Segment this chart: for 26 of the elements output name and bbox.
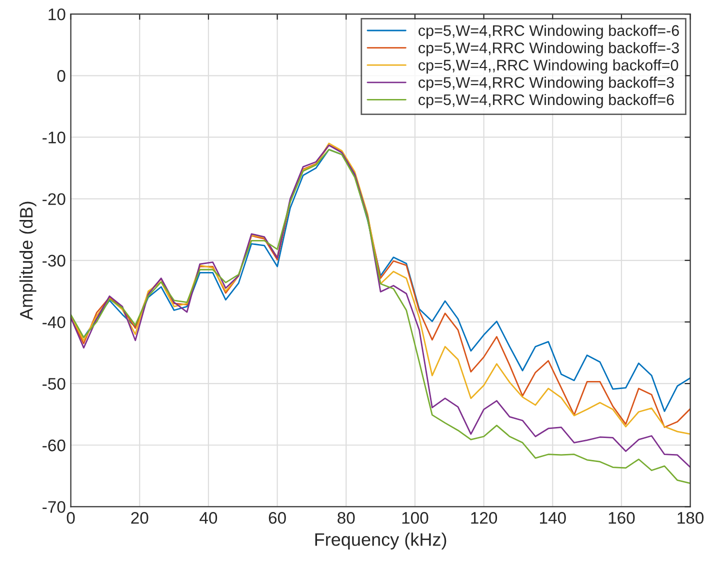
y-axis-title: Amplitude (dB) <box>19 202 36 320</box>
x-tick-label: 60 <box>268 512 286 524</box>
legend-label: cp=5,W=4,RRC Windowing backoff=-6 <box>418 24 679 40</box>
x-tick-label: 100 <box>402 512 428 524</box>
y-tick-label: -70 <box>42 501 66 513</box>
x-tick-label: 160 <box>608 512 635 524</box>
y-tick-label: -10 <box>42 132 66 144</box>
legend-label: cp=5,W=4,RRC Windowing backoff=6 <box>418 94 674 108</box>
y-tick-label: 10 <box>48 8 66 20</box>
y-tick-label: 0 <box>57 70 66 82</box>
x-tick-label: 140 <box>540 512 566 524</box>
x-tick-label: 180 <box>678 512 704 524</box>
x-axis-title: Frequency (kHz) <box>315 532 446 550</box>
x-tick-label: 20 <box>131 512 148 524</box>
legend-label: cp=5,W=4,RRC Windowing backoff=-3 <box>418 42 679 56</box>
y-tick-label: -30 <box>42 254 66 267</box>
x-tick-label: 40 <box>200 512 218 524</box>
legend-label: cp=5,W=4,,RRC Windowing backoff=0 <box>418 59 678 74</box>
y-tick-label: -50 <box>42 378 66 390</box>
x-tick-label: 80 <box>338 512 355 524</box>
y-tick-label: -60 <box>42 440 66 452</box>
legend-label: cp=5,W=4,RRC Windowing backoff=3 <box>418 76 674 91</box>
y-tick-label: -40 <box>42 316 66 328</box>
x-tick-label: 120 <box>471 512 498 524</box>
y-tick-label: -20 <box>42 193 66 206</box>
x-tick-label: 0 <box>66 512 75 524</box>
